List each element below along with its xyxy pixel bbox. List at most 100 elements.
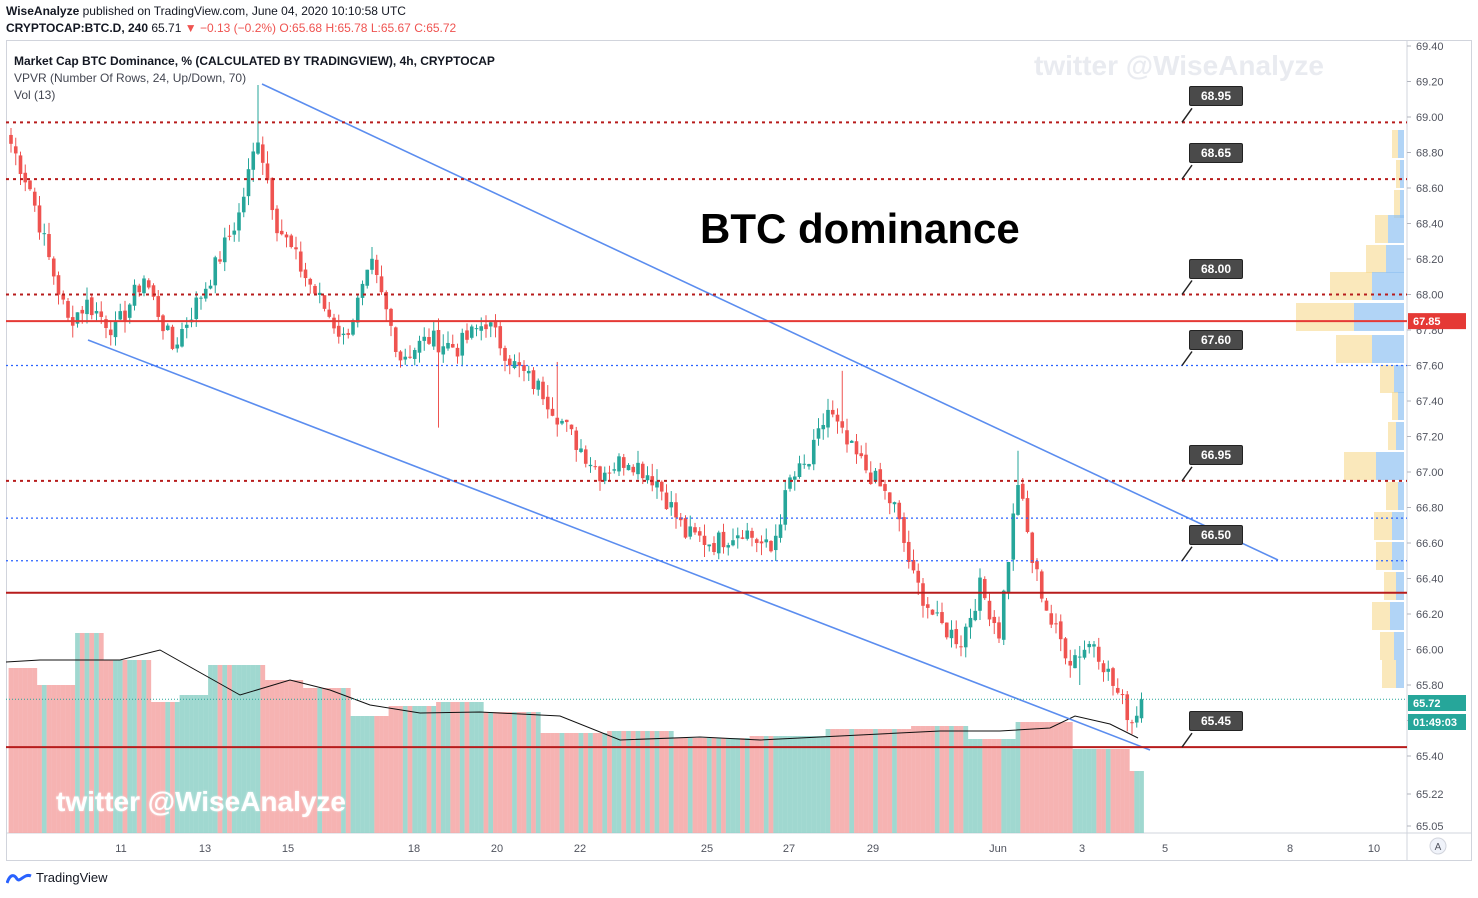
candle-body[interactable] bbox=[669, 502, 674, 508]
candle-body[interactable] bbox=[1025, 498, 1030, 533]
candle-body[interactable] bbox=[1063, 638, 1068, 659]
candle-body[interactable] bbox=[365, 269, 370, 286]
candle-body[interactable] bbox=[89, 297, 94, 316]
candle-body[interactable] bbox=[693, 527, 697, 533]
candle-body[interactable] bbox=[1125, 694, 1130, 721]
candle-body[interactable] bbox=[978, 577, 982, 611]
candle-body[interactable] bbox=[745, 530, 750, 539]
candle-body[interactable] bbox=[636, 462, 640, 475]
candle-body[interactable] bbox=[887, 492, 892, 504]
candle-body[interactable] bbox=[821, 424, 826, 430]
candle-body[interactable] bbox=[66, 301, 70, 318]
candle-body[interactable] bbox=[555, 417, 560, 425]
candle-body[interactable] bbox=[1006, 562, 1011, 593]
candle-body[interactable] bbox=[180, 328, 184, 347]
candle-body[interactable] bbox=[712, 543, 716, 553]
candle-body[interactable] bbox=[721, 531, 726, 548]
candle-body[interactable] bbox=[403, 356, 408, 360]
candle-body[interactable] bbox=[802, 463, 807, 465]
candle-body[interactable] bbox=[232, 230, 237, 235]
candle-body[interactable] bbox=[1001, 590, 1006, 640]
candle-body[interactable] bbox=[921, 583, 925, 606]
candle-body[interactable] bbox=[222, 237, 227, 263]
candle-body[interactable] bbox=[9, 134, 13, 144]
candle-body[interactable] bbox=[436, 329, 441, 353]
candle-body[interactable] bbox=[845, 430, 849, 445]
candle-body[interactable] bbox=[911, 559, 916, 571]
candle-body[interactable] bbox=[484, 324, 488, 330]
candle-body[interactable] bbox=[1073, 655, 1077, 669]
legend-main[interactable]: Market Cap BTC Dominance, % (CALCULATED … bbox=[14, 54, 495, 68]
candle-body[interactable] bbox=[1130, 722, 1134, 724]
candle-body[interactable] bbox=[1120, 694, 1125, 696]
candle-body[interactable] bbox=[332, 317, 336, 329]
candle-body[interactable] bbox=[203, 288, 208, 299]
candle-body[interactable] bbox=[902, 517, 906, 543]
candle-body[interactable] bbox=[1068, 660, 1073, 666]
candle-body[interactable] bbox=[18, 155, 23, 175]
candle-body[interactable] bbox=[127, 304, 132, 318]
candle-body[interactable] bbox=[123, 310, 127, 321]
candle-body[interactable] bbox=[1016, 485, 1020, 515]
candle-body[interactable] bbox=[868, 472, 873, 485]
level-label[interactable]: 67.60 bbox=[1189, 329, 1243, 350]
candle-body[interactable] bbox=[213, 257, 218, 286]
candle-body[interactable] bbox=[807, 464, 811, 467]
candle-body[interactable] bbox=[260, 144, 265, 163]
footer-brand[interactable]: TradingView bbox=[36, 870, 108, 885]
candle-body[interactable] bbox=[640, 463, 645, 479]
candle-body[interactable] bbox=[1049, 613, 1054, 625]
candle-body[interactable] bbox=[963, 626, 968, 648]
candle-body[interactable] bbox=[598, 466, 602, 482]
candle-body[interactable] bbox=[968, 617, 973, 628]
candle-body[interactable] bbox=[313, 285, 317, 294]
candle-body[interactable] bbox=[99, 311, 104, 317]
candle-body[interactable] bbox=[574, 430, 579, 450]
level-label[interactable]: 68.65 bbox=[1189, 143, 1243, 164]
candle-body[interactable] bbox=[1020, 483, 1025, 499]
candle-body[interactable] bbox=[826, 409, 830, 428]
candle-body[interactable] bbox=[702, 535, 707, 545]
candle-body[interactable] bbox=[465, 330, 469, 340]
candle-body[interactable] bbox=[569, 424, 574, 430]
candle-body[interactable] bbox=[854, 441, 859, 455]
candle-body[interactable] bbox=[446, 342, 450, 349]
candle-body[interactable] bbox=[541, 381, 545, 400]
candle-body[interactable] bbox=[607, 472, 612, 474]
candle-body[interactable] bbox=[678, 517, 683, 521]
candle-body[interactable] bbox=[536, 380, 541, 390]
candle-body[interactable] bbox=[360, 283, 365, 298]
candle-body[interactable] bbox=[23, 172, 28, 183]
candle-body[interactable] bbox=[1082, 649, 1087, 658]
candle-body[interactable] bbox=[987, 600, 992, 620]
candle-body[interactable] bbox=[104, 319, 108, 329]
candle-body[interactable] bbox=[531, 370, 536, 390]
candle-body[interactable] bbox=[906, 541, 911, 562]
candle-body[interactable] bbox=[441, 346, 446, 355]
candle-body[interactable] bbox=[199, 297, 203, 299]
candle-body[interactable] bbox=[417, 340, 422, 353]
candle-body[interactable] bbox=[778, 524, 783, 538]
candle-body[interactable] bbox=[602, 472, 607, 482]
candle-body[interactable] bbox=[688, 526, 693, 537]
candle-body[interactable] bbox=[1115, 687, 1120, 693]
candle-body[interactable] bbox=[51, 258, 56, 277]
candle-body[interactable] bbox=[194, 297, 199, 320]
candle-body[interactable] bbox=[674, 502, 678, 518]
candle-body[interactable] bbox=[265, 163, 270, 181]
candle-body[interactable] bbox=[161, 315, 165, 332]
candle-body[interactable] bbox=[507, 358, 512, 366]
candle-body[interactable] bbox=[56, 275, 61, 295]
candle-body[interactable] bbox=[1030, 532, 1035, 563]
candle-body[interactable] bbox=[412, 350, 417, 359]
candle-body[interactable] bbox=[1139, 699, 1144, 719]
candle-body[interactable] bbox=[792, 476, 797, 480]
candle-body[interactable] bbox=[740, 537, 745, 539]
candle-body[interactable] bbox=[1092, 644, 1096, 647]
candle-body[interactable] bbox=[427, 337, 431, 344]
symbol-label[interactable]: CRYPTOCAP:BTC.D, 240 bbox=[6, 21, 149, 35]
candle-body[interactable] bbox=[512, 361, 517, 369]
candle-body[interactable] bbox=[422, 336, 427, 341]
candle-body[interactable] bbox=[944, 622, 949, 638]
candle-body[interactable] bbox=[170, 326, 175, 349]
